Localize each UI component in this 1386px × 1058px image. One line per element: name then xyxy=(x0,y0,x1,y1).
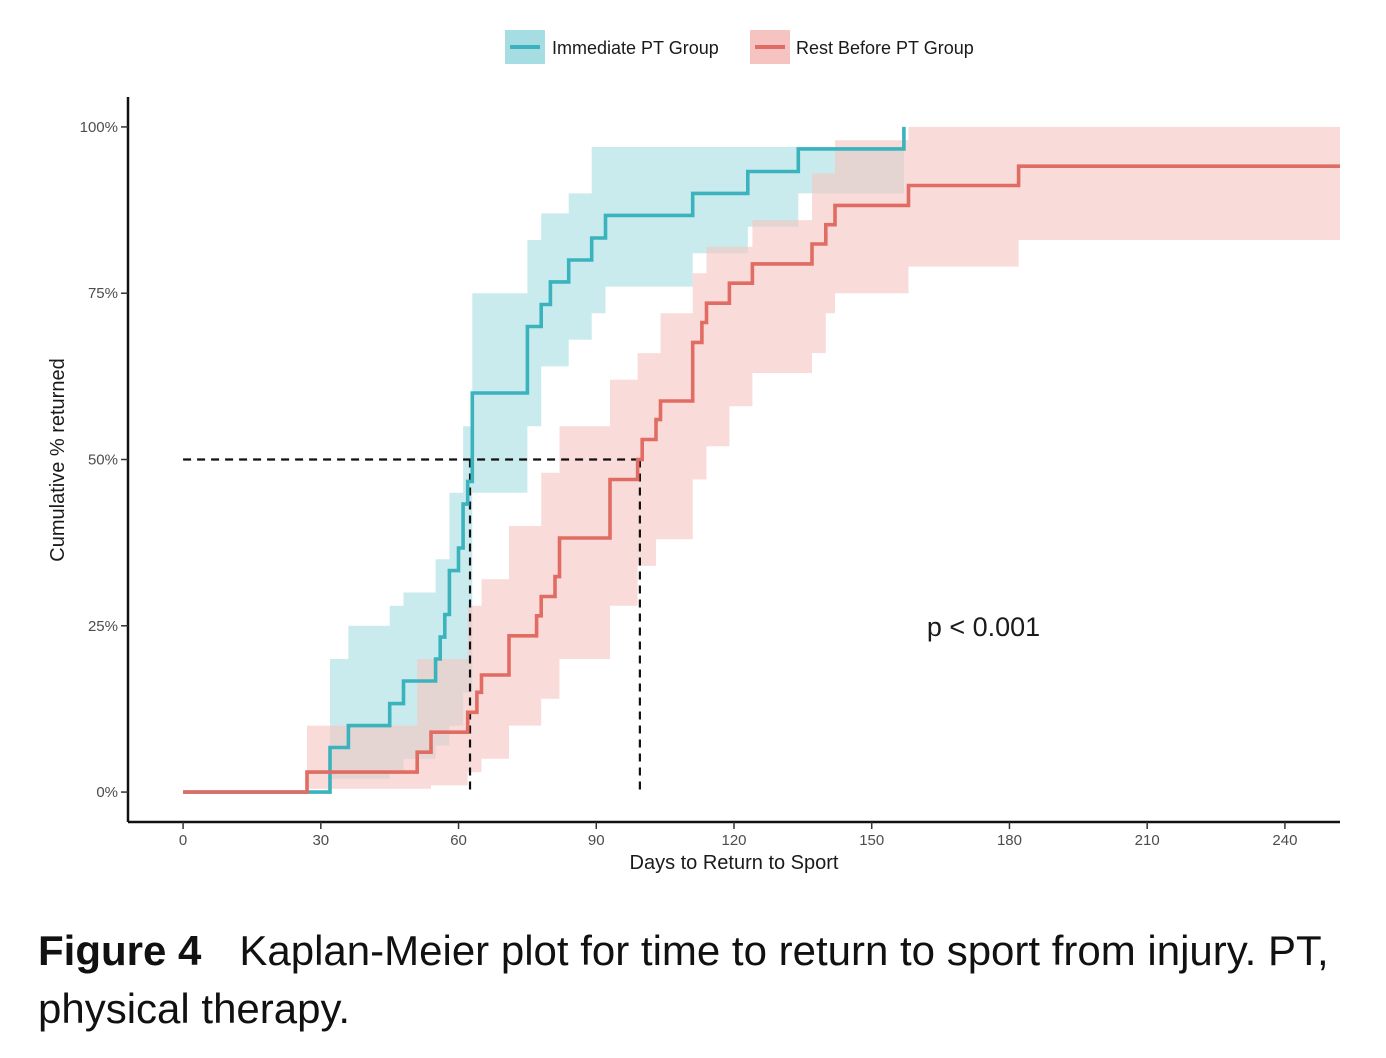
legend-label-immediate: Immediate PT Group xyxy=(552,38,719,58)
y-axis-title: Cumulative % returned xyxy=(47,358,69,561)
ci-band-series-1 xyxy=(183,126,1341,793)
x-axis-title: Days to Return to Sport xyxy=(630,852,839,874)
y-tick-label: 0% xyxy=(96,784,118,801)
x-tick-label: 120 xyxy=(721,832,746,849)
figure-caption-text: Kaplan-Meier plot for time to return to … xyxy=(38,927,1329,1032)
km-curve-series-0 xyxy=(183,126,906,794)
x-tick-label: 150 xyxy=(859,832,884,849)
x-tick-label: 210 xyxy=(1135,832,1160,849)
p-value-annotation: p < 0.001 xyxy=(927,612,1040,642)
x-tick-label: 0 xyxy=(179,832,187,849)
legend-label-rest: Rest Before PT Group xyxy=(796,38,974,58)
km-curve-series-1 xyxy=(183,164,1340,794)
y-tick-label: 75% xyxy=(88,285,118,302)
x-tick-label: 180 xyxy=(997,832,1022,849)
legend: Immediate PT Group Rest Before PT Group xyxy=(505,30,974,64)
ci-band-series-0 xyxy=(183,126,904,793)
x-tick-label: 60 xyxy=(450,832,467,849)
figure-label: Figure 4 xyxy=(38,927,202,974)
km-chart: Immediate PT Group Rest Before PT Group … xyxy=(47,30,1341,874)
x-tick-label: 90 xyxy=(588,832,605,849)
y-tick-label: 50% xyxy=(88,452,118,469)
y-tick-label: 100% xyxy=(80,119,118,136)
x-tick-label: 240 xyxy=(1272,832,1297,849)
figure-caption: Figure 4 Kaplan-Meier plot for time to re… xyxy=(38,922,1368,1038)
x-tick-label: 30 xyxy=(312,832,329,849)
plot-area: 0 30 60 90 120 150 180 210 240 0% 25% 50% 75% 100% p <… xyxy=(80,97,1341,849)
y-tick-label: 25% xyxy=(88,618,118,635)
